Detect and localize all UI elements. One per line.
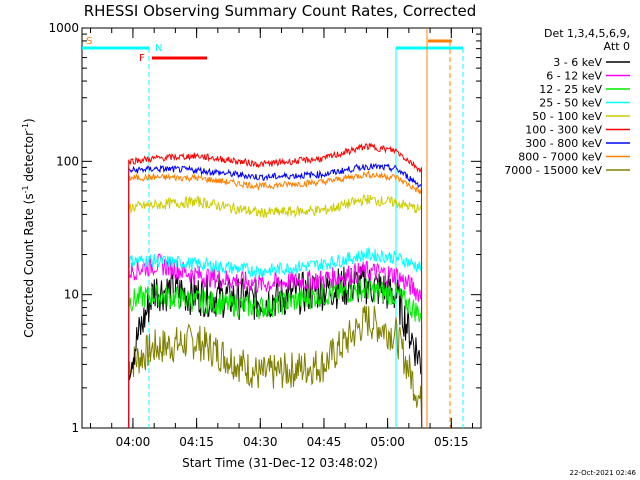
flag-label-n: N xyxy=(155,43,162,54)
legend-label-1: 3 - 6 keV xyxy=(553,56,602,69)
flag-label-f: F xyxy=(139,53,145,64)
x-tick-label: 04:00 xyxy=(116,435,151,449)
legend-label-8: 800 - 7000 keV xyxy=(518,151,602,164)
series-line-2 xyxy=(128,253,423,429)
y-tick-label: 1000 xyxy=(48,21,79,35)
y-tick-label: 100 xyxy=(56,154,79,168)
series-line-6 xyxy=(128,142,423,429)
legend-label-5: 50 - 100 keV xyxy=(532,110,602,123)
x-tick-label: 04:15 xyxy=(179,435,214,449)
y-axis-label: Corrected Count Rate (s-1 detector-1) xyxy=(21,118,36,337)
chart-title: RHESSI Observing Summary Count Rates, Co… xyxy=(84,2,477,20)
series-line-3 xyxy=(128,278,423,429)
legend-label-4: 25 - 50 keV xyxy=(539,97,602,110)
legend-header-2: Att 0 xyxy=(604,40,630,53)
legend-label-6: 100 - 300 keV xyxy=(525,124,602,137)
legend-label-3: 12 - 25 keV xyxy=(539,83,602,96)
x-tick-label: 04:30 xyxy=(243,435,278,449)
footer-timestamp: 22-Oct-2021 02:46 xyxy=(570,469,637,477)
series-line-1 xyxy=(128,264,423,429)
series-line-7 xyxy=(128,163,423,429)
series-line-8 xyxy=(128,169,423,429)
x-tick-label: 04:45 xyxy=(307,435,342,449)
x-tick-label: 05:15 xyxy=(434,435,469,449)
series-lines xyxy=(128,142,423,429)
x-tick-label: 05:00 xyxy=(370,435,405,449)
legend-label-7: 300 - 800 keV xyxy=(525,137,602,150)
legend-label-9: 7000 - 15000 keV xyxy=(504,164,602,177)
x-axis-label: Start Time (31-Dec-12 03:48:02) xyxy=(182,456,378,470)
y-tick-label: 10 xyxy=(64,288,79,302)
y-tick-label: 1 xyxy=(71,421,79,435)
flag-label-s: S xyxy=(86,36,92,47)
axis-ticks: 1 10 100 1000 04:00 04:15 04:30 04:45 05:00 05:15 xyxy=(48,21,481,449)
flag-bars: S NF xyxy=(82,28,464,428)
series-line-5 xyxy=(128,193,423,429)
legend-label-2: 6 - 12 keV xyxy=(546,70,602,83)
series-line-9 xyxy=(128,305,423,429)
series-line-4 xyxy=(128,246,423,429)
legend-header-1: Det 1,3,4,5,6,9, xyxy=(544,27,630,40)
